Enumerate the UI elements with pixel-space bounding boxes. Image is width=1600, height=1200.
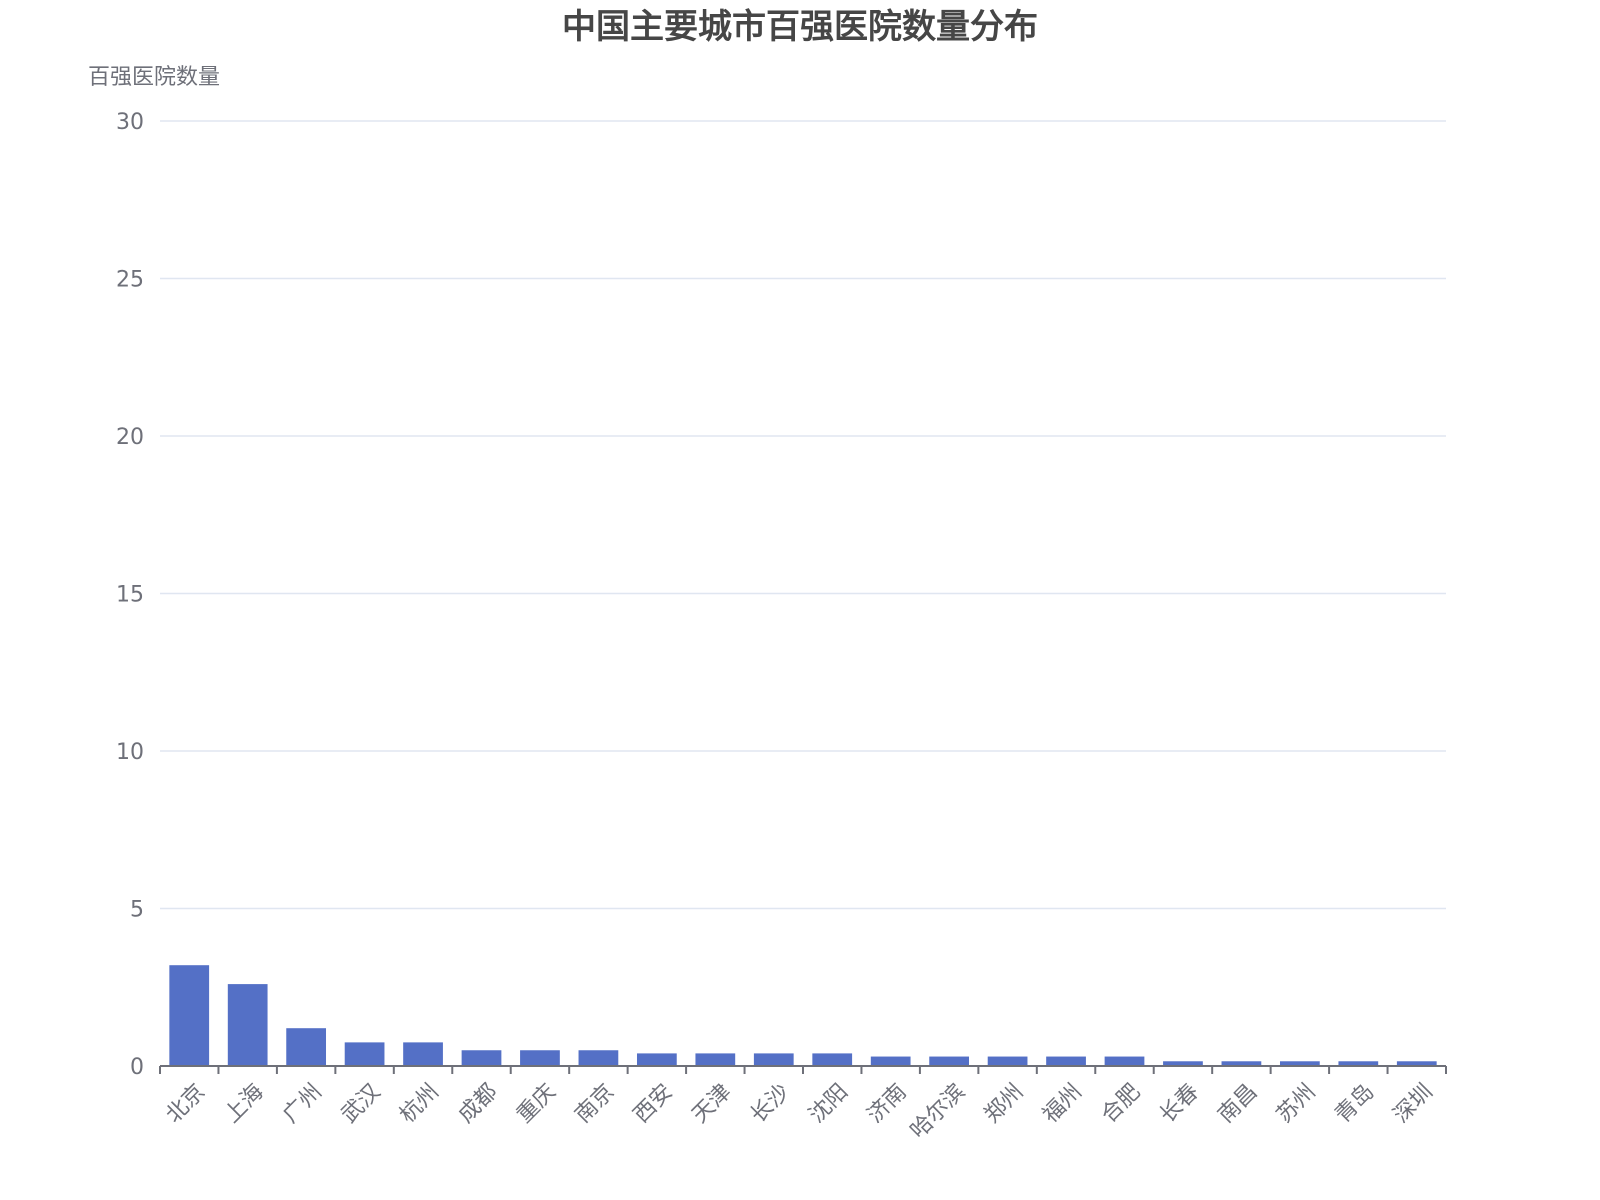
y-tick-label: 25	[116, 268, 144, 293]
x-tick-label: 济南	[863, 1079, 912, 1128]
x-tick-label: 福州	[1038, 1079, 1087, 1128]
bar[interactable]	[1046, 1056, 1086, 1066]
x-tick-label: 南京	[571, 1079, 620, 1128]
x-tick-label: 长沙	[746, 1079, 795, 1128]
y-tick-label: 30	[116, 110, 144, 135]
x-tick-label: 北京	[161, 1079, 210, 1128]
bar[interactable]	[929, 1056, 970, 1066]
grid-lines	[160, 120, 1446, 910]
x-tick-label: 南昌	[1214, 1079, 1263, 1128]
x-tick-label: 哈尔滨	[906, 1079, 970, 1143]
x-tick-label: 广州	[278, 1079, 327, 1128]
bar[interactable]	[461, 1050, 502, 1066]
x-tick-label: 天津	[688, 1079, 737, 1128]
chart-title: 中国主要城市百强医院数量分布	[562, 7, 1038, 47]
x-tick-label: 青岛	[1331, 1079, 1380, 1128]
y-tick-label: 20	[116, 425, 144, 450]
x-tick-label: 西安	[629, 1079, 678, 1128]
bar[interactable]	[1338, 1061, 1379, 1066]
x-tick-label: 沈阳	[804, 1079, 853, 1128]
y-tick-label: 15	[116, 583, 144, 608]
bar[interactable]	[1163, 1061, 1203, 1066]
y-axis-name: 百强医院数量	[88, 65, 220, 90]
bar[interactable]	[403, 1042, 443, 1066]
bar[interactable]	[812, 1053, 853, 1066]
bar[interactable]	[870, 1056, 911, 1066]
bar[interactable]	[344, 1042, 385, 1066]
x-tick-label: 武汉	[337, 1079, 386, 1128]
bar[interactable]	[520, 1050, 560, 1066]
y-tick-label: 10	[116, 740, 144, 765]
x-tick-label: 重庆	[512, 1079, 561, 1128]
x-tick-label: 成都	[454, 1079, 503, 1128]
bar[interactable]	[695, 1053, 736, 1066]
bar[interactable]	[1221, 1061, 1262, 1066]
x-tick-label: 长春	[1155, 1079, 1204, 1128]
x-axis-ticks: 北京 上海 广州 武汉 杭州 成都 重庆 南京 西安 天津 长沙 沈阳 济南哈尔滨 郑州 福州 合肥 长春 南昌苏…	[161, 1079, 1437, 1143]
bar[interactable]	[227, 984, 268, 1066]
bar[interactable]	[1279, 1061, 1320, 1066]
bar[interactable]	[286, 1028, 327, 1066]
x-tick-label: 合肥	[1097, 1079, 1146, 1128]
bar[interactable]	[169, 965, 210, 1066]
x-tick-label: 深圳	[1389, 1079, 1438, 1128]
y-tick-label: 0	[130, 1055, 144, 1080]
bar[interactable]	[578, 1050, 619, 1066]
x-tick-label: 杭州	[395, 1079, 444, 1128]
x-tick-label: 上海	[220, 1079, 269, 1128]
bar[interactable]	[753, 1053, 794, 1066]
x-axis	[159, 1065, 1447, 1074]
bar[interactable]	[636, 1053, 677, 1066]
y-tick-label: 5	[130, 898, 144, 923]
bars	[169, 965, 1437, 1066]
bar[interactable]	[987, 1056, 1028, 1066]
y-axis-ticks: 0 5 10 15 20 25 30	[116, 110, 144, 1080]
bar[interactable]	[1396, 1061, 1437, 1066]
bar[interactable]	[1104, 1056, 1145, 1066]
x-tick-label: 郑州	[980, 1079, 1029, 1128]
x-tick-label: 苏州	[1272, 1079, 1321, 1128]
